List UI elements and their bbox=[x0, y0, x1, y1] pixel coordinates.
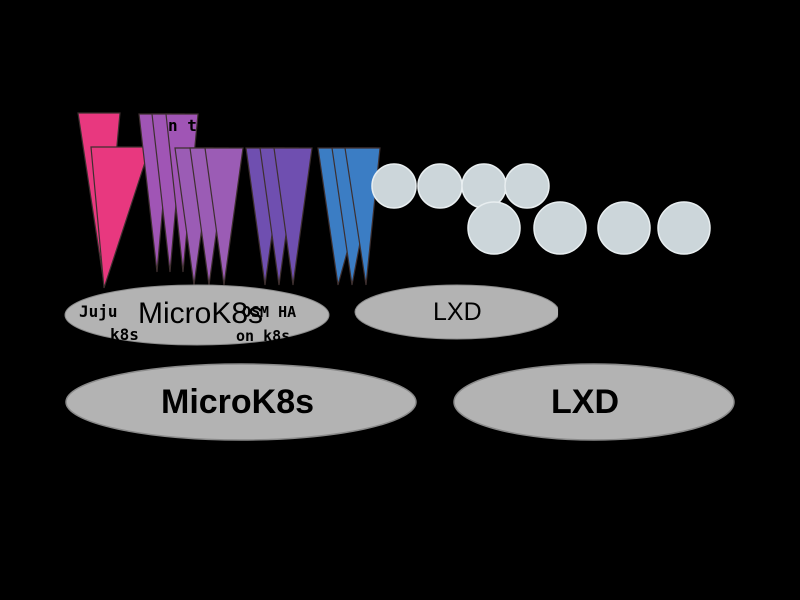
cone-purple-mid-3 bbox=[204, 147, 244, 286]
cone-group-purple-dark bbox=[245, 147, 313, 286]
node-circle bbox=[657, 201, 711, 255]
node-circle bbox=[371, 163, 417, 209]
microk8s-base-ellipse bbox=[65, 363, 417, 441]
top-label-clip-right: lcm bbox=[247, 112, 297, 142]
lxd-base-ellipse bbox=[453, 363, 735, 441]
ellipse-row-base bbox=[65, 363, 735, 441]
node-circle bbox=[467, 201, 521, 255]
cone-blue-3 bbox=[344, 147, 381, 286]
top-fragment-label-2: lcm bbox=[247, 116, 276, 135]
circle-row-top bbox=[371, 163, 550, 209]
cone-pink-2 bbox=[90, 146, 151, 289]
top-label-clip-left: n t bbox=[168, 112, 220, 142]
ellipse-row-overlay bbox=[64, 284, 560, 346]
juju-k8s-ellipse bbox=[64, 284, 330, 346]
node-circle bbox=[417, 163, 463, 209]
node-circle bbox=[533, 201, 587, 255]
lxd-clipped-fragment-label: P bbox=[556, 298, 567, 326]
node-circle bbox=[461, 163, 507, 209]
cone-group-blue bbox=[317, 147, 381, 286]
node-circle bbox=[504, 163, 550, 209]
cone-purple-dark-3 bbox=[273, 147, 313, 286]
top-fragment-label-1: n t bbox=[168, 116, 197, 135]
cone-group-purple-mid bbox=[174, 147, 244, 286]
node-circle bbox=[597, 201, 651, 255]
circle-row-bottom bbox=[467, 201, 711, 255]
cone-group-pink bbox=[77, 112, 151, 289]
lxd-overlay-ellipse bbox=[354, 284, 560, 340]
lxd-clipped-fragment-clip: P bbox=[556, 298, 567, 326]
